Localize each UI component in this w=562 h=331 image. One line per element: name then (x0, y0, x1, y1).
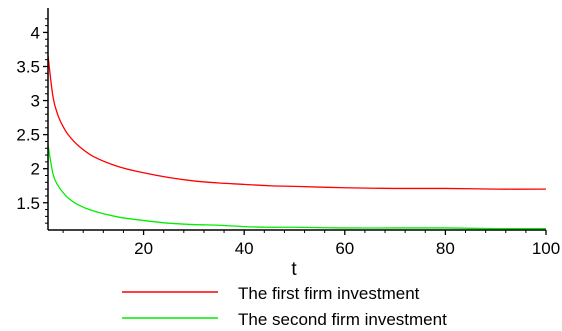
legend: The first firm investment The second firm… (122, 284, 447, 329)
plot-curves (47, 55, 547, 230)
y-tick-label: 1.5 (16, 194, 40, 213)
x-tick-label: 80 (436, 239, 455, 258)
series-line-1 (47, 55, 547, 190)
legend-label-1: The first firm investment (238, 284, 420, 303)
y-tick-label: 3.5 (16, 58, 40, 77)
y-tick-label: 2.5 (16, 126, 40, 145)
x-axis-label: t (291, 259, 297, 280)
axes (47, 8, 546, 231)
y-tick-label: 4 (31, 23, 40, 42)
series-line-2 (47, 144, 547, 230)
ticks: 1.5 2 2.5 3 3.5 4 20 40 60 80 100 (16, 18, 560, 258)
x-tick-label: 40 (235, 239, 254, 258)
x-tick-label: 20 (134, 239, 153, 258)
x-tick-label: 60 (335, 239, 354, 258)
legend-label-2: The second firm investment (238, 310, 447, 329)
y-tick-label: 3 (31, 92, 40, 111)
x-tick-label: 100 (532, 239, 560, 258)
y-tick-label: 2 (31, 160, 40, 179)
